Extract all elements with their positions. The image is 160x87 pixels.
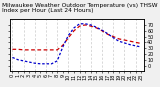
Text: Milwaukee Weather Outdoor Temperature (vs) THSW Index per Hour (Last 24 Hours): Milwaukee Weather Outdoor Temperature (v… (2, 3, 157, 13)
